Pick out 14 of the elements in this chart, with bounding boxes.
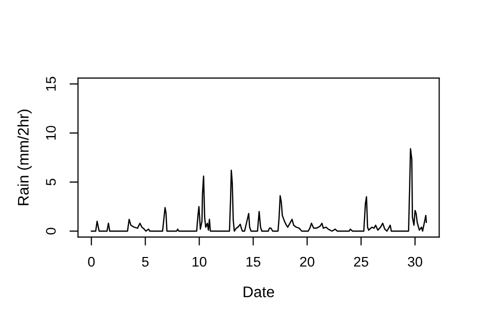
x-tick-label: 0 bbox=[88, 256, 95, 267]
x-tick-label: 15 bbox=[246, 256, 260, 267]
y-tick-label: 0 bbox=[46, 228, 56, 234]
y-tick-label: 10 bbox=[46, 126, 56, 140]
x-tick-label: 10 bbox=[192, 256, 206, 267]
x-tick-label: 5 bbox=[142, 256, 149, 267]
y-tick-label: 15 bbox=[46, 76, 56, 91]
line-series bbox=[90, 148, 427, 232]
x-tick-label: 20 bbox=[300, 256, 314, 267]
y-axis-title: Rain (mm/2hr) bbox=[17, 110, 32, 206]
x-tick-label: 30 bbox=[408, 256, 422, 267]
y-tick-label: 5 bbox=[46, 178, 56, 186]
x-tick-label: 25 bbox=[354, 256, 368, 267]
x-axis-title: Date bbox=[244, 286, 274, 298]
